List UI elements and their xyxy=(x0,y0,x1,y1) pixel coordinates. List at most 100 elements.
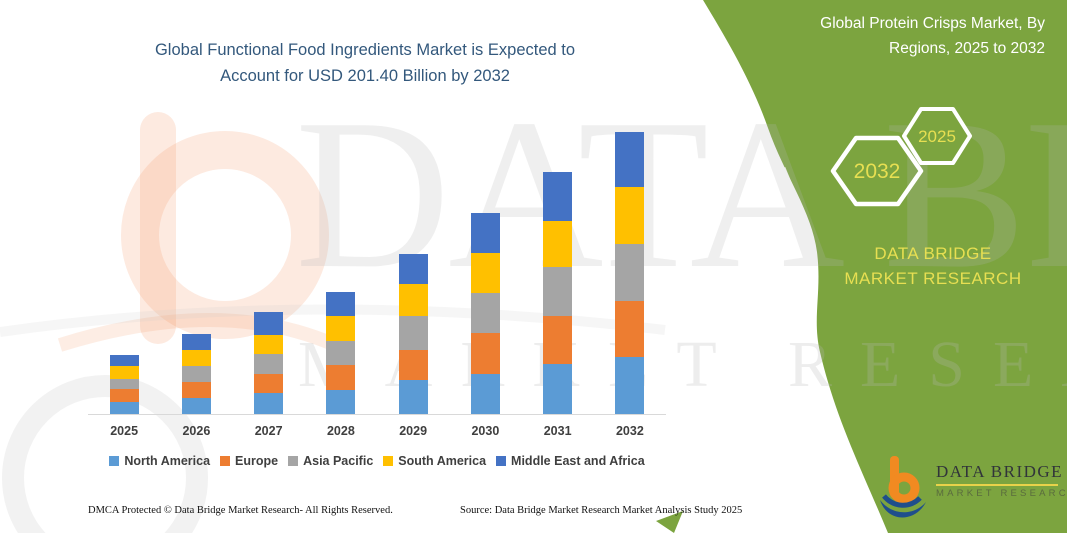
source-note: Source: Data Bridge Market Research Mark… xyxy=(460,505,743,516)
data-bridge-logo-icon xyxy=(880,456,926,518)
hexagon-back-year: 2032 xyxy=(854,160,901,183)
hexagon-outline-icon xyxy=(902,107,972,165)
bar-segment-2029-europe xyxy=(398,349,428,381)
bar-segment-2032-middle-east-and-africa xyxy=(615,131,645,187)
bar-segment-2027-middle-east-and-africa xyxy=(254,311,284,335)
bar-segment-2030-asia-pacific xyxy=(470,293,500,334)
x-axis-label-2026: 2026 xyxy=(182,424,211,438)
stacked-bar-2029 xyxy=(398,253,428,414)
stacked-bar-2031 xyxy=(543,171,573,414)
legend-label: Europe xyxy=(235,454,279,468)
green-arrow-tip xyxy=(656,511,683,533)
legend-swatch-icon xyxy=(220,456,231,466)
bar-segment-2027-asia-pacific xyxy=(254,354,284,374)
bar-segment-2028-south-america xyxy=(326,316,356,341)
legend-swatch-icon xyxy=(383,456,394,466)
bar-segment-2031-north-america xyxy=(543,364,573,414)
x-axis-label-2027: 2027 xyxy=(254,424,283,438)
bar-segment-2028-middle-east-and-africa xyxy=(326,292,356,317)
company-logo: DATA BRIDGE MARKET RESEARCH xyxy=(876,452,1067,520)
bar-segment-2031-asia-pacific xyxy=(543,267,573,317)
legend-label: Asia Pacific xyxy=(303,454,374,468)
bar-segment-2031-south-america xyxy=(543,220,573,268)
x-axis-label-2032: 2032 xyxy=(615,424,644,438)
hexagon-badge-2025: 2025 xyxy=(902,107,972,165)
bar-segment-2027-north-america xyxy=(254,393,284,414)
bar-segment-2025-south-america xyxy=(109,365,139,379)
legend-label: North America xyxy=(124,454,211,468)
watermark-b-bowl xyxy=(121,131,329,339)
watermark-b-stem xyxy=(140,112,176,344)
legend-item-europe: Europe xyxy=(220,454,278,468)
bar-segment-2027-south-america xyxy=(254,334,284,355)
bar-segment-2031-middle-east-and-africa xyxy=(543,171,573,221)
x-axis-labels: 2025 2026 2027 2028 2029 2030 2031 2032 xyxy=(88,424,666,438)
dmca-notice: DMCA Protected © Data Bridge Market Rese… xyxy=(88,505,393,516)
legend-item-middle-east-and-africa: Middle East and Africa xyxy=(496,454,645,468)
bar-column-2031 xyxy=(522,120,594,414)
watermark-swoosh xyxy=(57,313,338,352)
bar-segment-2032-europe xyxy=(615,300,645,358)
bar-segment-2028-europe xyxy=(326,365,356,390)
bar-segment-2032-north-america xyxy=(615,357,645,414)
bar-segment-2028-north-america xyxy=(326,389,356,414)
bar-segment-2026-middle-east-and-africa xyxy=(181,333,211,350)
bar-segment-2029-middle-east-and-africa xyxy=(398,253,428,285)
bar-column-2026 xyxy=(160,120,232,414)
logo-underline xyxy=(936,484,1058,486)
bar-column-2030 xyxy=(449,120,521,414)
bar-segment-2026-south-america xyxy=(181,349,211,366)
bar-segment-2025-asia-pacific xyxy=(109,378,139,389)
bar-segment-2029-south-america xyxy=(398,284,428,317)
stacked-bar-2025 xyxy=(109,354,139,414)
legend-swatch-icon xyxy=(109,456,120,466)
bar-segment-2030-europe xyxy=(470,333,500,374)
legend-label: South America xyxy=(398,454,487,468)
hexagon-outline-icon xyxy=(830,135,924,207)
legend: North America Europe Asia Pacific South Ame… xyxy=(88,454,666,468)
bar-segment-2032-asia-pacific xyxy=(615,244,645,301)
legend-swatch-icon xyxy=(288,456,299,466)
bar-segment-2025-europe xyxy=(109,388,139,402)
bar-column-2027 xyxy=(233,120,305,414)
logo-text-column: DATA BRIDGE MARKET RESEARCH xyxy=(936,462,1067,499)
bar-segment-2029-north-america xyxy=(398,380,428,414)
x-axis-label-2031: 2031 xyxy=(543,424,572,438)
bar-column-2025 xyxy=(88,120,160,414)
bar-segment-2030-south-america xyxy=(470,252,500,294)
bar-segment-2025-north-america xyxy=(109,401,139,414)
bar-column-2032 xyxy=(594,120,666,414)
side-panel-heading: Global Protein Crisps Market, By Regions… xyxy=(820,15,1045,57)
stacked-bar-2032 xyxy=(615,131,645,414)
stacked-bar-2026 xyxy=(181,333,211,414)
hexagon-badge-2032: 2032 xyxy=(830,135,924,207)
stacked-bar-2027 xyxy=(254,311,284,414)
watermark-circle xyxy=(2,375,208,533)
legend-swatch-icon xyxy=(496,456,507,466)
bar-segment-2031-europe xyxy=(543,316,573,365)
x-axis-label-2030: 2030 xyxy=(471,424,500,438)
bar-segment-2030-middle-east-and-africa xyxy=(470,212,500,253)
bar-segment-2027-europe xyxy=(254,373,284,393)
legend-label: Middle East and Africa xyxy=(511,454,645,468)
bar-segment-2025-middle-east-and-africa xyxy=(109,354,139,366)
bar-segment-2028-asia-pacific xyxy=(326,340,356,366)
bar-segment-2026-europe xyxy=(181,381,211,398)
legend-item-south-america: South America xyxy=(383,454,486,468)
x-axis-label-2028: 2028 xyxy=(326,424,355,438)
green-polygon xyxy=(703,0,1067,533)
chart-title: Global Functional Food Ingredients Marke… xyxy=(154,41,576,85)
bar-segment-2030-north-america xyxy=(470,373,500,414)
logo-subtitle: MARKET RESEARCH xyxy=(936,488,1067,499)
stacked-bar-2028 xyxy=(326,292,356,414)
brand-name-text: DATA BRIDGE MARKET RESEARCH xyxy=(844,244,1022,288)
bar-column-2029 xyxy=(377,120,449,414)
bar-segment-2032-south-america xyxy=(615,186,645,245)
x-axis-label-2029: 2029 xyxy=(399,424,428,438)
plot-area xyxy=(88,120,666,415)
hexagon-front-year: 2025 xyxy=(918,127,956,146)
legend-item-asia-pacific: Asia Pacific xyxy=(288,454,373,468)
bar-segment-2029-asia-pacific xyxy=(398,316,428,350)
